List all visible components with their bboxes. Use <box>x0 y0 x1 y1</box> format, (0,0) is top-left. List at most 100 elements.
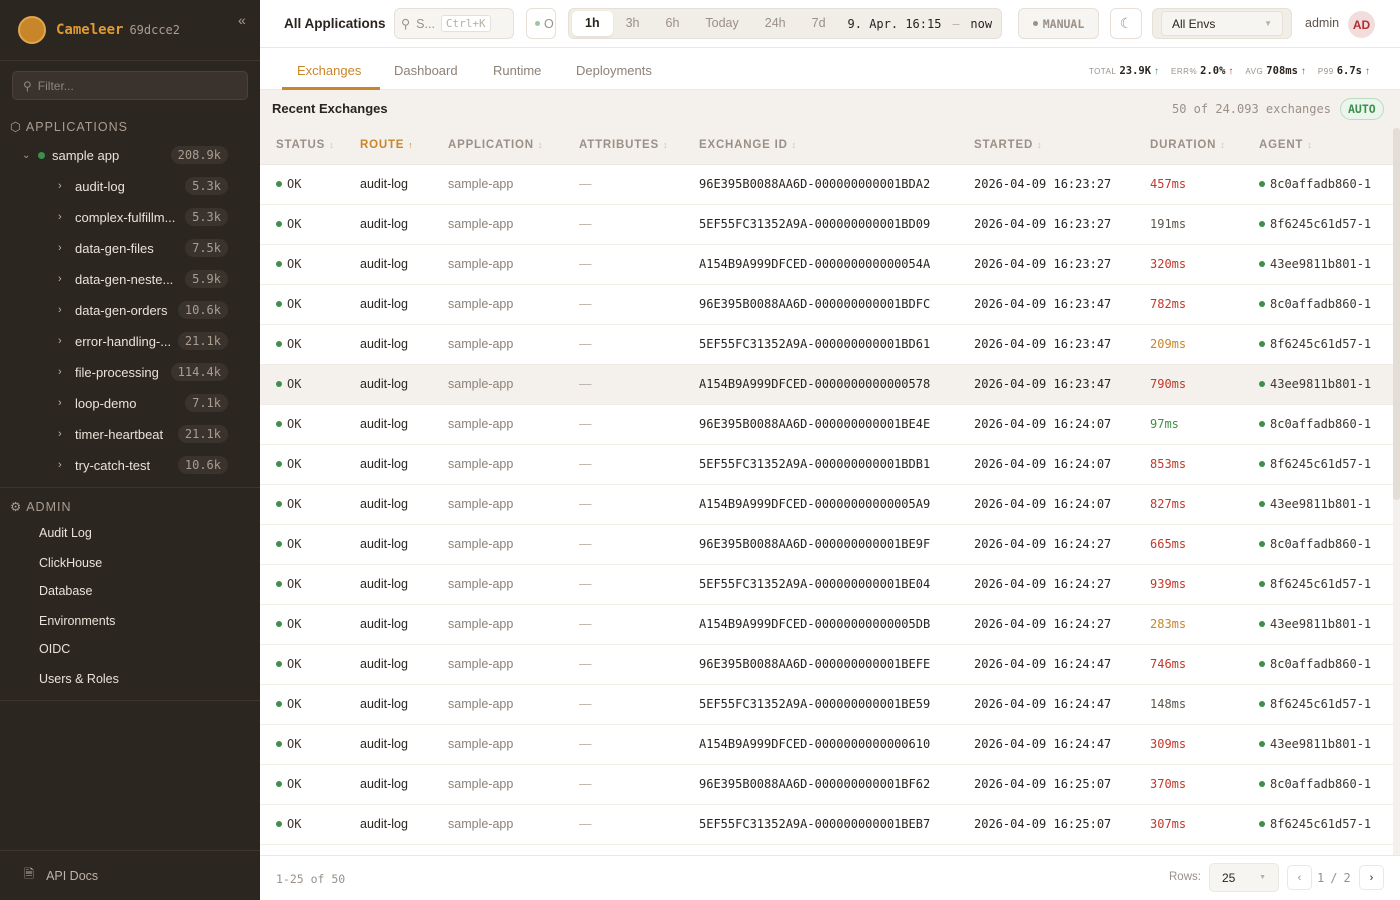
started-cell: 2026-04-09 16:24:47 <box>974 737 1112 751</box>
table-row[interactable]: OK audit-log sample-app — 5EF55FC31352A9A-00… <box>260 565 1393 605</box>
table-row[interactable]: OK audit-log sample-app — 5EF55FC31352A9A-00… <box>260 445 1393 485</box>
table-row[interactable]: OK audit-log sample-app — A154B9A999DFCED-00… <box>260 485 1393 525</box>
route-cell: audit-log <box>360 577 408 591</box>
time-range-7d[interactable]: 7d <box>811 16 826 30</box>
table-row[interactable]: OK audit-log sample-app — 96E395B0088AA6D-00… <box>260 285 1393 325</box>
status-dot <box>276 261 282 267</box>
status-dot <box>276 581 282 587</box>
sidebar-app-sample-app[interactable]: ⌄ sample app 208.9k <box>22 144 228 166</box>
table-row[interactable]: OK audit-log sample-app — 5EF55FC31352A9A-00… <box>260 805 1393 845</box>
table-row[interactable]: OK audit-log sample-app — 96E395B0088AA6D-00… <box>260 645 1393 685</box>
admin-item[interactable]: Environments <box>39 614 116 628</box>
prev-page-button[interactable]: ‹ <box>1287 865 1312 890</box>
range-end[interactable]: now <box>970 16 993 31</box>
status-value: OK <box>287 297 302 311</box>
page-indicator: 1 / 2 <box>1317 871 1351 885</box>
status-filter-button[interactable]: O <box>526 8 556 39</box>
started-cell: 2026-04-09 16:24:27 <box>974 537 1112 551</box>
tab-runtime[interactable]: Runtime <box>493 63 542 78</box>
table-footer: 1-25 of 50 Rows: 25 ▼ ‹ 1 / 2 › <box>260 855 1400 900</box>
api-docs-link[interactable]: 🗎 API Docs <box>24 865 98 886</box>
admin-item[interactable]: Audit Log <box>39 526 92 540</box>
sidebar-route-item[interactable]: › data-gen-files 7.5k <box>58 237 228 259</box>
time-range-24h[interactable]: 24h <box>764 16 786 30</box>
column-header-route[interactable]: ROUTE ↑ <box>360 139 414 151</box>
scrollbar-thumb[interactable] <box>1393 128 1400 500</box>
env-select[interactable]: All Envs ▼ <box>1161 11 1283 36</box>
collapse-sidebar-icon[interactable]: « <box>238 12 246 28</box>
time-range-6h[interactable]: 6h <box>665 16 680 30</box>
range-start[interactable]: 9. Apr. 16:15 <box>847 16 942 31</box>
route-cell: audit-log <box>360 817 408 831</box>
column-header-started[interactable]: STARTED ↕ <box>974 139 1042 151</box>
sidebar-route-item[interactable]: › loop-demo 7.1k <box>58 392 228 414</box>
sidebar-route-item[interactable]: › complex-fulfillm... 5.3k <box>58 206 228 228</box>
username[interactable]: admin <box>1305 16 1340 30</box>
agent-cell: 8f6245c61d57-1 <box>1259 817 1371 831</box>
time-range-1h[interactable]: 1h <box>572 11 613 36</box>
table-row[interactable]: OK audit-log sample-app — A154B9A999DFCED-00… <box>260 725 1393 765</box>
tab-dashboard[interactable]: Dashboard <box>394 63 458 78</box>
duration-cell: 283ms <box>1150 617 1187 631</box>
sidebar-route-item[interactable]: › timer-heartbeat 21.1k <box>58 423 228 445</box>
column-header-agent[interactable]: AGENT ↕ <box>1259 139 1313 151</box>
time-range-3h[interactable]: 3h <box>625 16 640 30</box>
started-cell: 2026-04-09 16:23:27 <box>974 177 1112 191</box>
column-header-attributes[interactable]: ATTRIBUTES ↕ <box>579 139 668 151</box>
search-button[interactable]: ⚲ S... Ctrl+K <box>394 8 514 39</box>
next-page-button[interactable]: › <box>1359 865 1384 890</box>
table-row[interactable]: OK audit-log sample-app — A154B9A999DFCED-00… <box>260 245 1393 285</box>
started-cell: 2026-04-09 16:23:47 <box>974 337 1112 351</box>
refresh-mode-button[interactable]: MANUAL <box>1018 8 1099 39</box>
tab-exchanges[interactable]: Exchanges <box>297 63 362 78</box>
total-pages: 2 <box>1343 871 1351 885</box>
sidebar-route-item[interactable]: › try-catch-test 10.6k <box>58 454 228 476</box>
duration-cell: 746ms <box>1150 657 1187 671</box>
column-header-status[interactable]: STATUS ↕ <box>276 139 334 151</box>
kpi-label: ERR% <box>1171 67 1198 76</box>
table-row[interactable]: OK audit-log sample-app — 5EF55FC31352A9A-00… <box>260 325 1393 365</box>
duration-cell: 148ms <box>1150 697 1187 711</box>
admin-item[interactable]: Database <box>39 584 93 598</box>
agent-cell: 8c0affadb860-1 <box>1259 417 1371 431</box>
table-row[interactable]: OK audit-log sample-app — 96E395B0088AA6D-00… <box>260 165 1393 205</box>
time-range-today[interactable]: Today <box>705 16 739 30</box>
column-header-application[interactable]: APPLICATION ↕ <box>448 139 543 151</box>
table-row[interactable]: OK audit-log sample-app — 5EF55FC31352A9A-00… <box>260 205 1393 245</box>
sidebar-route-item[interactable]: › file-processing 114.4k <box>58 361 228 383</box>
id-cell: 5EF55FC31352A9A-000000000001BEB7 <box>699 817 931 831</box>
status-dot <box>535 21 540 26</box>
table-row[interactable]: OK audit-log sample-app — A154B9A999DFCED-00… <box>260 365 1393 405</box>
column-header-duration[interactable]: DURATION ↕ <box>1150 139 1226 151</box>
table-row[interactable]: OK audit-log sample-app — 96E395B0088AA6D-00… <box>260 525 1393 565</box>
started-cell: 2026-04-09 16:25:07 <box>974 777 1112 791</box>
id-cell: A154B9A999DFCED-00000000000005A9 <box>699 497 931 511</box>
filter-input[interactable]: ⚲ Filter... <box>12 71 248 100</box>
status-value: OK <box>287 337 302 351</box>
sidebar-route-item[interactable]: › data-gen-neste... 5.9k <box>58 268 228 290</box>
theme-toggle-moon-icon[interactable]: ☾ <box>1110 8 1142 39</box>
cube-icon: ⬡ <box>10 120 22 134</box>
admin-item[interactable]: Users & Roles <box>39 672 119 686</box>
auto-refresh-badge[interactable]: AUTO <box>1340 98 1384 120</box>
brand[interactable]: Cameleer 69dcce2 <box>18 16 180 44</box>
admin-item[interactable]: OIDC <box>39 642 71 656</box>
tab-deployments[interactable]: Deployments <box>576 63 652 78</box>
table-row[interactable]: OK audit-log sample-app — A154B9A999DFCED-00… <box>260 605 1393 645</box>
table-row[interactable]: OK audit-log sample-app — 96E395B0088AA6D-00… <box>260 405 1393 445</box>
table-row[interactable]: OK audit-log sample-app — 96E395B0088AA6D-00… <box>260 765 1393 805</box>
sidebar-route-item[interactable]: › error-handling-... 21.1k <box>58 330 228 352</box>
table-row[interactable]: OK audit-log sample-app — 5EF55FC31352A9A-00… <box>260 685 1393 725</box>
applications-section-header[interactable]: ⬡ APPLICATIONS <box>10 119 128 135</box>
attrs-cell: — <box>579 497 592 511</box>
status-dot <box>1259 741 1265 747</box>
sidebar-route-item[interactable]: › data-gen-orders 10.6k <box>58 299 228 321</box>
attrs-cell: — <box>579 817 592 831</box>
admin-section-header[interactable]: ⚙ ADMIN <box>10 499 72 515</box>
avatar[interactable]: AD <box>1348 11 1375 38</box>
admin-item[interactable]: ClickHouse <box>39 556 103 570</box>
attrs-cell: — <box>579 697 592 711</box>
sidebar-route-item[interactable]: › audit-log 5.3k <box>58 175 228 197</box>
column-header-exchange-id[interactable]: EXCHANGE ID ↕ <box>699 139 797 151</box>
rows-per-page-select[interactable]: 25 ▼ <box>1209 863 1279 892</box>
